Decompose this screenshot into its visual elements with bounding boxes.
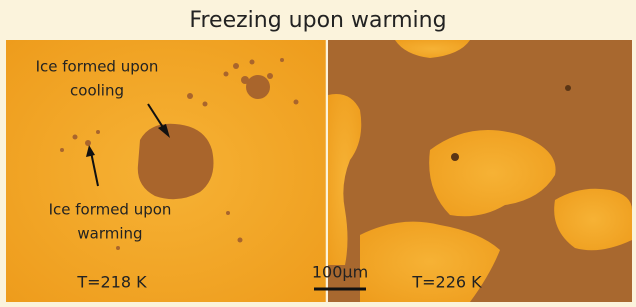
annotation-line: cooling [70, 82, 124, 100]
temperature-label: T=226 K [411, 273, 482, 292]
temperature-label: T=218 K [76, 273, 147, 292]
figure: Freezing upon warming Ice f [0, 0, 636, 307]
scale-bar-label: 100µm [312, 263, 368, 282]
title: Freezing upon warming [189, 8, 446, 33]
annotation-line: warming [77, 225, 142, 243]
annotation-line: Ice formed upon [49, 201, 172, 219]
annotation-line: Ice formed upon [36, 58, 159, 76]
